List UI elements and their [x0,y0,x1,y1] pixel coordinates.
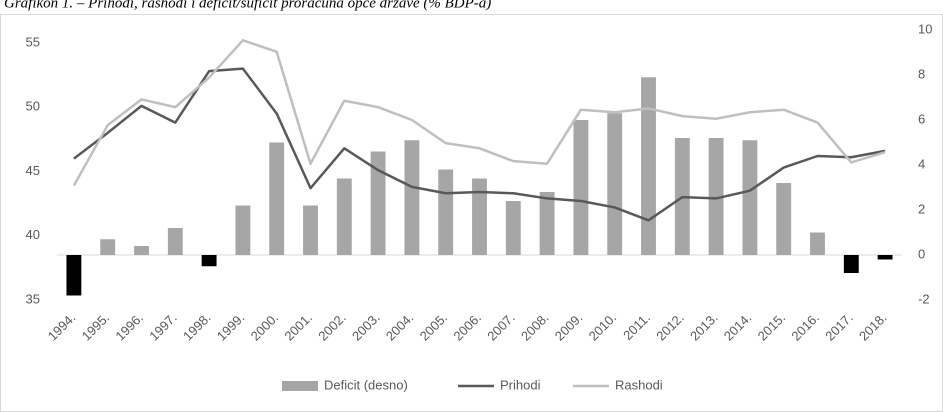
x-tick-label: 2016. [788,310,822,344]
legend-label: Prihodi [500,377,541,392]
x-tick-label: 1998. [180,310,214,344]
bar [776,183,792,255]
y2-tick-label: 2 [918,201,925,216]
legend-label: Deficit (desno) [324,377,408,392]
bar [100,239,116,255]
x-tick-label: 1994. [45,310,79,344]
bar [472,178,487,255]
bar [539,192,555,255]
bar [742,140,758,255]
x-tick-label: 2006. [450,310,484,344]
x-tick-label: 2012. [653,310,687,344]
chart-title: Grafikon 1. – Prihodi, rashodi i deficit… [4,0,491,11]
x-tick-label: 2003. [349,310,383,344]
x-tick-label: 2001. [281,310,315,344]
bar [134,246,149,255]
y-tick-label: 35 [26,291,40,306]
x-tick-label: 2015. [755,310,789,344]
bar [336,178,352,255]
chart-border [0,14,943,412]
line [73,67,886,222]
x-tick-label: 2010. [586,310,620,344]
bar [269,142,285,255]
x-tick-label: 1996. [112,310,146,344]
bar [66,255,82,296]
y2-tick-label: 10 [918,21,932,36]
y2-tick-label: 0 [918,246,925,261]
bar [167,228,183,255]
bar [843,255,859,273]
y-tick-label: 50 [26,99,40,114]
x-tick-label: 1997. [146,310,180,344]
bar [573,120,589,255]
x-tick-label: 1995. [79,310,113,344]
y-tick-label: 55 [26,34,40,49]
legend-label: Rashodi [615,377,663,392]
x-tick-label: 2002. [315,310,349,344]
bar [810,232,825,255]
y-tick-label: 40 [26,227,40,242]
x-tick-label: 2004. [383,310,417,344]
y2-tick-label: 4 [918,156,925,171]
x-tick-label: 2011. [620,310,653,343]
bar [370,151,386,255]
bar [235,205,251,255]
x-tick-label: 2005. [417,310,451,344]
line [72,39,886,187]
x-tick-label: 2007. [484,310,518,344]
x-tick-label: 2018. [856,310,890,344]
x-tick-label: 2008. [518,310,552,344]
bar [404,140,420,255]
x-tick-label: 2009. [552,310,586,344]
y2-tick-label: -2 [918,291,930,306]
x-tick-label: 2013. [687,310,721,344]
x-tick-label: 2000. [248,310,282,344]
x-tick-label: 2017. [822,310,856,344]
x-tick-label: 1999. [214,310,248,344]
bar [303,205,318,255]
bar [201,255,217,267]
bar [708,138,724,255]
y2-tick-label: 6 [918,111,925,126]
legend-swatch [282,381,318,391]
bar [877,255,893,260]
y2-tick-label: 8 [918,66,925,81]
bar [607,113,623,255]
bar [641,77,656,255]
bar [438,169,454,255]
y-tick-label: 45 [26,163,40,178]
bar [505,201,521,255]
x-tick-label: 2014. [721,310,755,344]
